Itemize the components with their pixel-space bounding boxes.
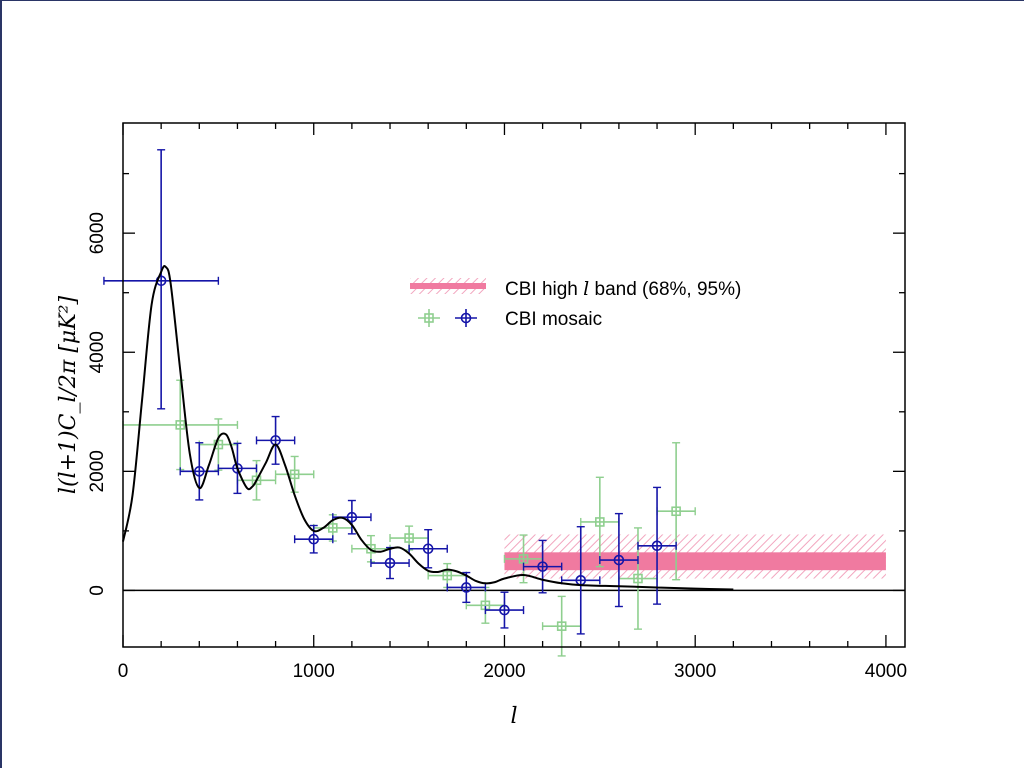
x-tick-label: 0	[118, 661, 129, 682]
data-point	[446, 571, 487, 604]
data-point	[293, 524, 334, 554]
square-marker	[404, 533, 414, 543]
y-tick-label: 2000	[87, 450, 108, 492]
data-point	[370, 546, 410, 580]
circle-marker	[422, 543, 434, 555]
slide-corner-tab	[0, 0, 2, 112]
data-point	[484, 591, 525, 629]
slide-top-border	[0, 0, 1024, 1]
square-marker	[251, 475, 262, 486]
x-tick-label: 1000	[293, 661, 335, 682]
square-marker	[289, 469, 300, 480]
data-point	[599, 512, 639, 608]
slide-left-border	[0, 112, 2, 768]
data-point	[274, 455, 315, 493]
y-axis-title: l(l+1)C_l/2π [μK²]	[56, 296, 81, 495]
y-tick-label: 4000	[87, 331, 108, 373]
y-tick-label: 0	[87, 585, 108, 596]
square-marker	[595, 517, 605, 527]
data-point	[465, 586, 506, 624]
data-point	[255, 415, 296, 465]
circle-marker	[193, 466, 205, 477]
data-point	[408, 528, 448, 569]
axes: 0 1000 2000 3000 4000 0 2000 4000 6000	[87, 122, 907, 682]
x-tick-label: 2000	[483, 661, 525, 682]
square-marker	[213, 439, 224, 450]
plot-frame	[122, 122, 906, 648]
square-marker	[328, 523, 338, 533]
circle-marker	[461, 582, 472, 593]
data-point	[637, 486, 677, 605]
circle-marker	[384, 557, 396, 569]
x-tick-label: 3000	[674, 661, 716, 682]
square-marker	[175, 420, 186, 430]
x-tick-label: 4000	[865, 661, 907, 682]
legend-mosaic-swatch	[418, 309, 477, 327]
circle-marker	[651, 540, 663, 552]
y-tick-label: 6000	[87, 212, 108, 254]
legend-circle	[460, 312, 472, 324]
legend-band-solid	[410, 283, 486, 289]
square-marker	[671, 506, 681, 517]
model-curve	[122, 265, 734, 591]
data-point	[580, 476, 620, 568]
circle-marker	[499, 604, 510, 616]
circle-marker	[537, 561, 548, 572]
square-marker	[442, 570, 453, 581]
legend-square	[424, 313, 434, 323]
legend: CBI high l band (68%, 95%) CBI mosaic	[410, 278, 741, 330]
circle-marker	[308, 533, 320, 545]
plot-area	[103, 149, 905, 657]
circle-marker	[346, 511, 358, 523]
square-marker	[366, 543, 376, 554]
square-marker	[633, 573, 643, 584]
data-point	[522, 539, 563, 594]
circle-marker	[232, 463, 243, 474]
circle-marker	[613, 554, 625, 566]
data-point	[179, 442, 220, 501]
x-axis-title: l	[510, 704, 517, 729]
square-marker	[556, 621, 567, 631]
legend-mosaic-label: CBI mosaic	[505, 309, 602, 330]
legend-band-label: CBI high l band (68%, 95%)	[505, 278, 741, 300]
data-point	[560, 526, 601, 635]
data-point	[103, 149, 220, 410]
